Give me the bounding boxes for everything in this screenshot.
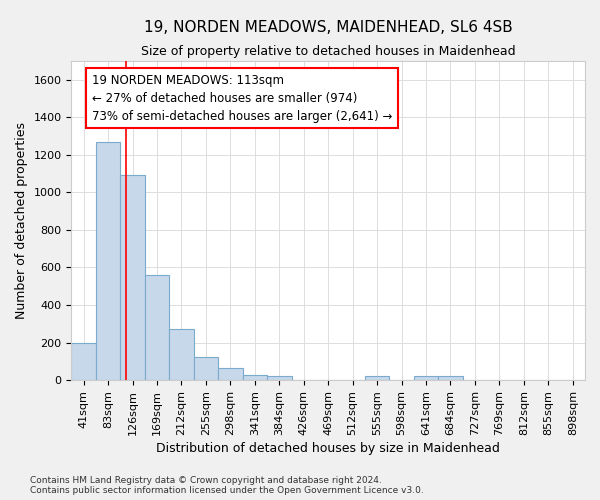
Bar: [438, 376, 463, 380]
Title: Size of property relative to detached houses in Maidenhead: Size of property relative to detached ho…: [141, 45, 515, 58]
Y-axis label: Number of detached properties: Number of detached properties: [15, 122, 28, 319]
Bar: [121, 176, 145, 380]
Text: 19, NORDEN MEADOWS, MAIDENHEAD, SL6 4SB: 19, NORDEN MEADOWS, MAIDENHEAD, SL6 4SB: [144, 20, 512, 35]
Bar: [414, 376, 438, 380]
Text: Contains HM Land Registry data © Crown copyright and database right 2024.
Contai: Contains HM Land Registry data © Crown c…: [30, 476, 424, 495]
Text: 19 NORDEN MEADOWS: 113sqm
← 27% of detached houses are smaller (974)
73% of semi: 19 NORDEN MEADOWS: 113sqm ← 27% of detac…: [92, 74, 392, 122]
X-axis label: Distribution of detached houses by size in Maidenhead: Distribution of detached houses by size …: [156, 442, 500, 455]
Bar: [71, 342, 96, 380]
Bar: [267, 376, 292, 380]
Bar: [194, 356, 218, 380]
Bar: [218, 368, 242, 380]
Bar: [145, 275, 169, 380]
Bar: [242, 374, 267, 380]
Bar: [365, 376, 389, 380]
Bar: [96, 142, 121, 380]
Bar: [169, 328, 194, 380]
